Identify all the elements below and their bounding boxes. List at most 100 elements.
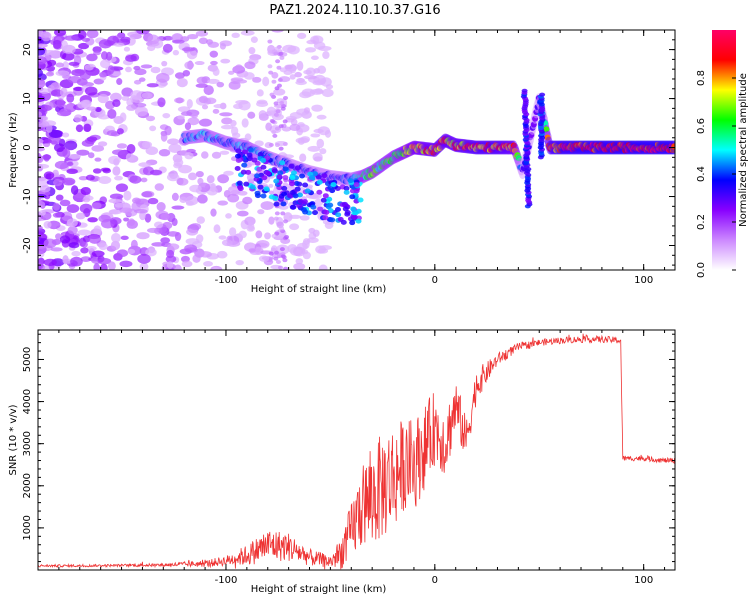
heatmap-cell <box>256 101 269 108</box>
heatmap-cell <box>318 264 328 270</box>
heatmap-cell <box>66 93 75 103</box>
heatmap-cell <box>279 160 286 166</box>
heatmap-cell <box>231 132 241 139</box>
heatmap-cell <box>79 71 91 80</box>
heatmap-cell <box>64 140 78 151</box>
heatmap-cell <box>81 241 88 248</box>
heatmap-cell <box>47 59 57 67</box>
heatmap-cell <box>289 123 301 132</box>
heatmap-cell <box>171 205 185 210</box>
heatmap-cell <box>84 86 98 96</box>
heatmap-cell <box>228 80 241 90</box>
heatmap-cell <box>176 77 188 88</box>
heatmap-cell <box>313 156 323 162</box>
heatmap-cell <box>107 261 116 270</box>
heatmap-cell <box>38 56 47 65</box>
heatmap-cell <box>67 226 78 235</box>
heatmap-cell <box>111 149 126 156</box>
heatmap-cell <box>300 136 311 143</box>
heatmap-cell <box>134 209 148 214</box>
heatmap-cell <box>110 92 122 102</box>
heatmap-cell <box>43 171 55 180</box>
y-tick-label: -10 <box>22 188 33 204</box>
heatmap-cell <box>271 72 279 79</box>
heatmap-cell <box>272 133 278 138</box>
heatmap-cell <box>98 39 112 49</box>
heatmap-cell <box>236 210 249 217</box>
heatmap-cell <box>242 196 253 205</box>
heatmap-cell <box>237 186 244 192</box>
heatmap-cell <box>126 104 137 111</box>
heatmap-cell <box>59 199 71 207</box>
heatmap-cell <box>340 219 347 225</box>
heatmap-cell <box>106 130 118 137</box>
colorbar-tick-label: 0.2 <box>696 214 707 230</box>
heatmap-cell <box>40 31 52 42</box>
heatmap-cell <box>350 206 357 212</box>
heatmap-cell <box>212 266 220 270</box>
heatmap-cell <box>65 103 74 110</box>
heatmap-cell <box>46 124 53 133</box>
heatmap-cell <box>312 80 326 86</box>
x-tick-label: -100 <box>215 575 238 586</box>
colorbar-title: Normalized spectral amplitude <box>738 73 749 227</box>
heatmap-cell <box>276 174 283 180</box>
heatmap-cell <box>306 39 317 45</box>
heatmap-cell <box>316 114 327 120</box>
heatmap-cell <box>246 173 256 182</box>
heatmap-cell <box>219 150 230 155</box>
heatmap-cell <box>269 118 275 123</box>
heatmap-cell <box>258 110 267 119</box>
heatmap-cell <box>38 115 49 122</box>
heatmap-cell <box>97 114 110 120</box>
heatmap-cell <box>52 212 62 218</box>
heatmap-cell <box>278 265 284 270</box>
heatmap-cell <box>288 163 295 169</box>
heatmap-cell <box>66 204 80 213</box>
heatmap-cell <box>112 99 121 107</box>
heatmap-cell <box>265 170 272 176</box>
heatmap-cell <box>38 147 45 152</box>
y-tick-label: 20 <box>22 43 33 56</box>
heatmap-cell <box>521 88 528 93</box>
heatmap-cell <box>343 189 350 195</box>
heatmap-cell <box>196 216 205 224</box>
heatmap-cell <box>189 184 202 193</box>
heatmap-cell <box>171 218 178 226</box>
heatmap-cell <box>140 64 153 69</box>
y-tick-label: 1000 <box>22 515 33 540</box>
y-tick-label: 2000 <box>22 473 33 498</box>
heatmap-cell <box>43 220 52 229</box>
heatmap-cell <box>164 125 172 136</box>
heatmap-cell <box>88 234 102 244</box>
heatmap-cell <box>268 190 274 195</box>
heatmap-cell <box>132 197 141 204</box>
heatmap-cell <box>230 120 237 127</box>
heatmap-cell <box>71 250 81 257</box>
heatmap-cell <box>276 65 282 70</box>
heatmap-cell <box>174 72 185 79</box>
heatmap-cell <box>38 111 43 118</box>
heatmap-cell <box>264 232 271 240</box>
heatmap-cell <box>136 232 150 240</box>
heatmap-cell <box>145 146 159 156</box>
heatmap-cell <box>303 107 311 114</box>
heatmap-cell <box>38 78 46 89</box>
heatmap-cell <box>99 71 108 78</box>
heatmap-cell <box>144 213 152 223</box>
heatmap-cell <box>98 242 108 251</box>
heatmap-cell <box>136 30 150 35</box>
heatmap-cell <box>55 70 70 77</box>
heatmap-cell <box>68 242 80 249</box>
heatmap-cell <box>85 174 95 181</box>
heatmap-cell <box>75 124 84 133</box>
heatmap-cell <box>325 84 334 90</box>
heatmap-cell <box>204 97 217 105</box>
heatmap-cell <box>289 190 296 196</box>
heatmap-cell <box>141 92 153 99</box>
heatmap-cell <box>38 163 50 169</box>
heatmap-cell <box>121 87 133 97</box>
heatmap-cell <box>217 200 229 206</box>
heatmap-cell <box>134 106 148 117</box>
heatmap-cell <box>116 249 129 257</box>
